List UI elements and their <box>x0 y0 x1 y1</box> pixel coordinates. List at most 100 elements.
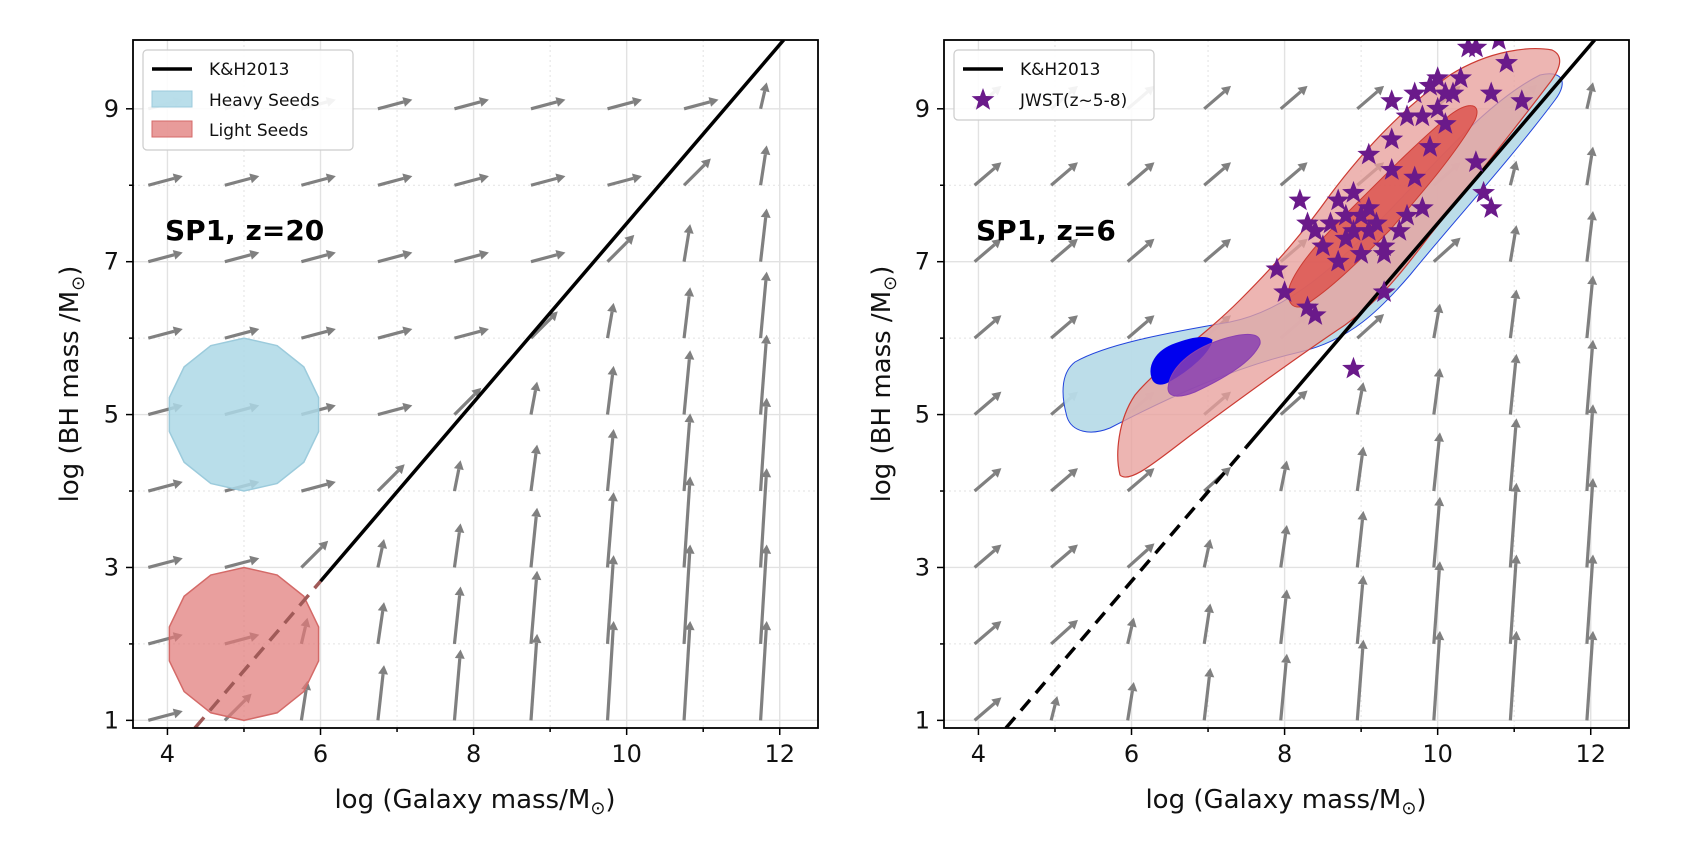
vector-arrow <box>1508 362 1518 415</box>
x-tick-label: 12 <box>764 740 795 768</box>
vector-arrow <box>1279 395 1302 416</box>
jwst-point <box>1479 81 1503 104</box>
jwst-point <box>1433 112 1457 134</box>
kh2013-relation-line <box>1004 40 1596 728</box>
vector-arrow-head <box>1586 82 1596 93</box>
vector-arrow <box>1126 472 1149 493</box>
jwst-point <box>1418 135 1442 157</box>
vector-arrow-head <box>454 586 465 596</box>
vector-arrow <box>376 547 384 568</box>
vector-arrow <box>1356 318 1379 340</box>
vector-arrow <box>973 472 996 493</box>
vector-arrow-head <box>631 97 642 107</box>
vector-arrow-head <box>1067 162 1078 172</box>
vector-arrow-head <box>249 326 260 337</box>
vector-arrow <box>1126 319 1149 340</box>
vector-arrow-head <box>624 234 635 245</box>
vector-arrow <box>529 453 538 492</box>
kh2013-relation-line <box>193 40 785 728</box>
vector-arrow <box>973 166 996 187</box>
vector-arrow-head <box>1450 237 1461 248</box>
vector-arrow <box>1508 491 1518 568</box>
x-tick-label: 4 <box>971 740 986 768</box>
vector-arrow <box>1508 563 1518 645</box>
vector-arrow <box>377 329 405 340</box>
vector-arrow <box>1049 704 1057 721</box>
jwst-point <box>1311 234 1335 257</box>
jwst-point <box>1319 211 1342 234</box>
vector-arrow-head <box>1510 418 1521 428</box>
vector-arrow-head <box>708 97 719 107</box>
jwst-point <box>1380 127 1404 150</box>
jwst-point <box>1418 73 1442 96</box>
vector-arrow <box>376 673 385 721</box>
vector-arrow <box>529 642 539 721</box>
vector-arrow-head <box>1434 432 1444 442</box>
vector-arrow-head <box>684 413 695 423</box>
vector-arrow-head <box>531 507 542 518</box>
vector-arrow <box>1508 233 1517 262</box>
vector-arrow-head <box>1281 653 1292 664</box>
vector-arrow <box>300 176 328 187</box>
vector-arrow <box>683 100 711 111</box>
vector-arrow <box>224 329 251 340</box>
vector-arrow-head <box>1220 466 1232 477</box>
jwst-point <box>1510 89 1534 111</box>
vector-arrow <box>973 702 996 722</box>
vector-arrow-head <box>1204 667 1215 678</box>
vector-arrow <box>682 232 691 262</box>
vector-arrow-head <box>760 208 771 219</box>
vector-arrow-head <box>1357 575 1368 585</box>
vector-arrow-head <box>684 620 695 631</box>
jwst-point <box>1334 203 1358 226</box>
vector-arrow-head <box>478 250 489 260</box>
legend: K&H2013 JWST(z~5-8) <box>953 49 1155 121</box>
vector-arrow <box>1432 312 1440 339</box>
vector-arrow-head <box>453 460 464 471</box>
vector-arrow <box>759 553 768 645</box>
x-tick-label: 8 <box>466 740 481 768</box>
y-tick-label: 3 <box>915 553 930 581</box>
vector-arrow-head <box>1280 524 1291 535</box>
jwst-point <box>1357 196 1381 218</box>
vector-arrow-head <box>1204 603 1214 614</box>
vector-arrow <box>973 549 996 569</box>
vector-arrow-head <box>402 97 413 107</box>
vector-arrow-head <box>172 708 183 719</box>
vector-arrow <box>1203 166 1226 187</box>
vector-arrow-head <box>991 620 1002 631</box>
vector-arrow <box>300 253 328 264</box>
vector-arrow <box>1279 469 1287 492</box>
vector-arrow-head <box>991 697 1002 708</box>
vector-arrow <box>1432 242 1455 263</box>
grid <box>944 40 1629 728</box>
x-tick-label: 6 <box>313 740 328 768</box>
vector-arrow-head <box>530 444 541 455</box>
vector-arrow-head <box>631 173 642 184</box>
vector-arrow-head <box>555 250 566 260</box>
vector-arrow <box>147 253 175 264</box>
jwst-point <box>1464 40 1488 58</box>
seed-regions <box>168 337 320 722</box>
y-tick-label: 1 <box>104 706 119 734</box>
y-tick-label: 7 <box>915 248 930 276</box>
vector-arrow-head <box>172 326 183 337</box>
vector-arrow-head <box>1373 85 1385 96</box>
vector-arrow-head <box>325 173 336 184</box>
vector-arrow-head <box>1144 543 1155 554</box>
vector-arrow-head <box>402 173 413 184</box>
vector-arrow <box>1585 563 1595 645</box>
vector-arrow-head <box>1127 681 1138 692</box>
vector-arrow <box>1279 598 1288 645</box>
vector-arrow-head <box>1297 390 1308 401</box>
right-panel: 4 6 8 10 12 1 3 5 7 9 SP1, z=6 log (Galaxy mass/M… <box>867 39 1630 819</box>
vector-arrow-head <box>761 620 772 631</box>
y-tick-label: 9 <box>915 95 930 123</box>
vector-arrow <box>1203 90 1226 111</box>
jwst-point <box>1441 81 1465 104</box>
vector-arrow <box>1355 519 1365 568</box>
vector-arrow-head <box>991 544 1002 555</box>
vector-arrow-head <box>684 476 695 486</box>
vector-arrow-head <box>1050 696 1060 706</box>
